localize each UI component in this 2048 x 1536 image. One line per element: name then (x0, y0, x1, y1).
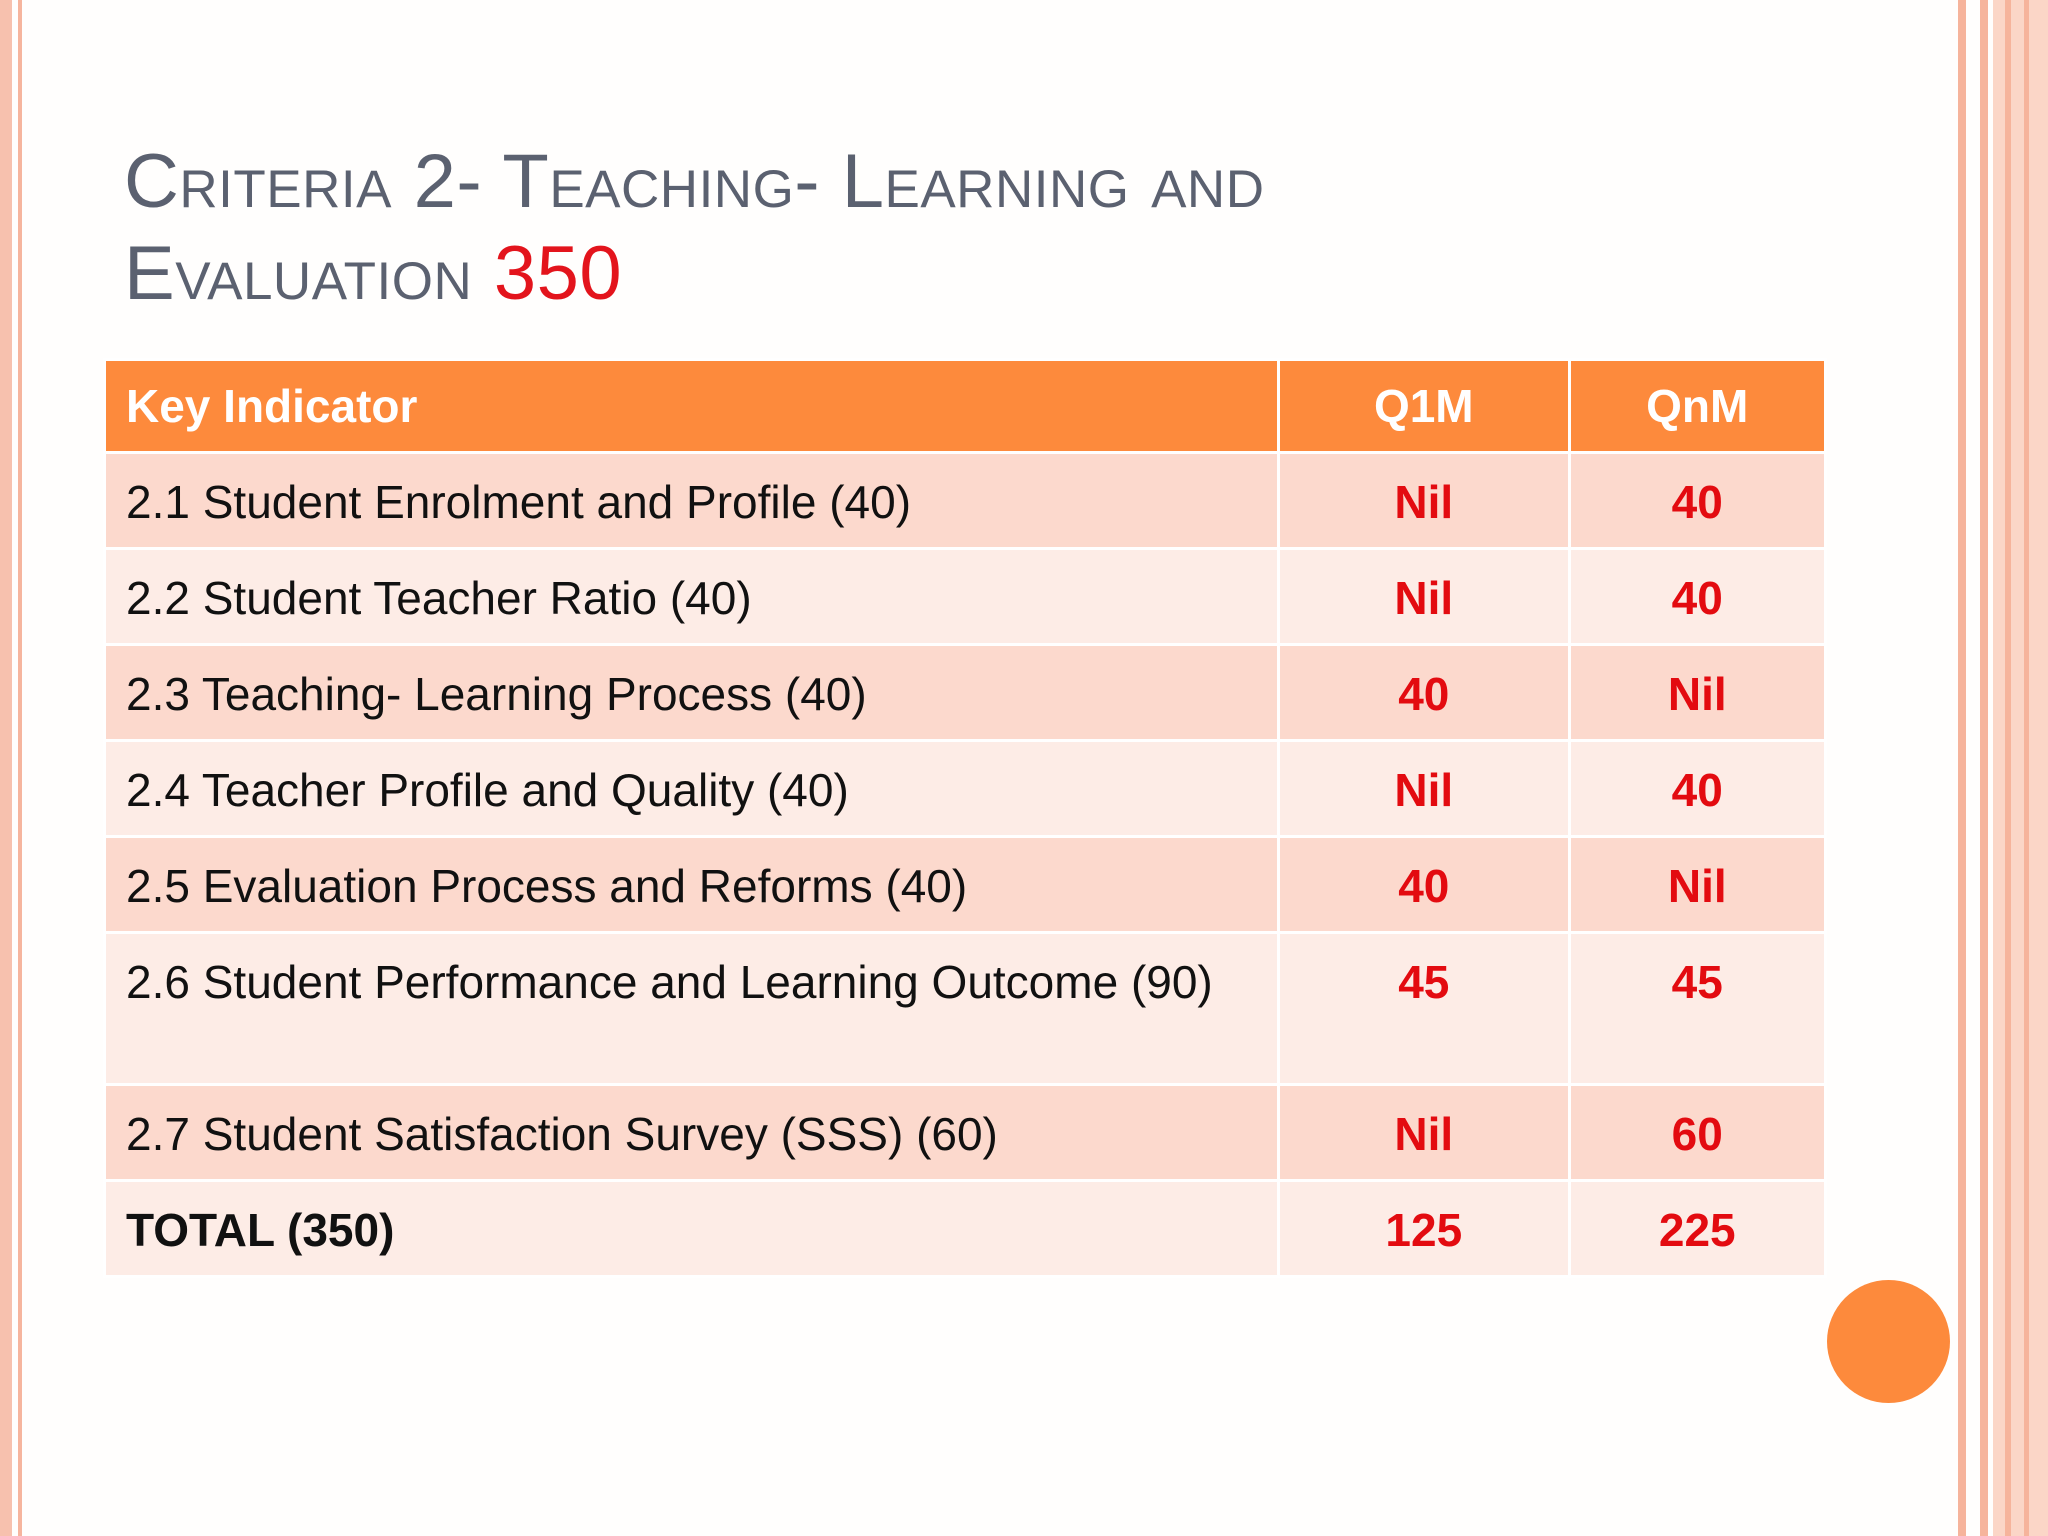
table-row: 2.6 Student Performance and Learning Out… (102, 931, 1828, 1086)
total-q1m: 125 (1277, 1179, 1571, 1278)
row-label: 2.1 Student Enrolment and Profile (40) (102, 451, 1281, 550)
row-qnm: Nil (1567, 643, 1828, 742)
total-label: TOTAL (350) (102, 1179, 1281, 1278)
header-key-indicator: Key Indicator (102, 358, 1281, 454)
row-q1m: Nil (1277, 451, 1571, 550)
table-row-total: TOTAL (350) 125 225 (102, 1179, 1828, 1278)
row-q1m: 45 (1277, 931, 1571, 1086)
row-q1m: Nil (1277, 739, 1571, 838)
row-label: 2.7 Student Satisfaction Survey (SSS) (6… (102, 1083, 1281, 1182)
row-label: 2.3 Teaching- Learning Process (40) (102, 643, 1281, 742)
table-row: 2.4 Teacher Profile and Quality (40) Nil… (102, 739, 1828, 838)
row-qnm: Nil (1567, 835, 1828, 934)
total-qnm: 225 (1567, 1179, 1828, 1278)
header-q1m: Q1M (1277, 358, 1571, 454)
frame-line-right-3 (2005, 0, 2011, 1536)
row-q1m: Nil (1277, 547, 1571, 646)
header-qnm: QnM (1567, 358, 1828, 454)
table-row: 2.5 Evaluation Process and Reforms (40) … (102, 835, 1828, 934)
row-label: 2.5 Evaluation Process and Reforms (40) (102, 835, 1281, 934)
criteria-table: Key Indicator Q1M QnM 2.1 Student Enrolm… (102, 358, 1828, 1278)
frame-line-right-2 (1980, 0, 1988, 1536)
table-row: 2.1 Student Enrolment and Profile (40) N… (102, 451, 1828, 550)
table-row: 2.2 Student Teacher Ratio (40) Nil 40 (102, 547, 1828, 646)
row-q1m: 40 (1277, 835, 1571, 934)
row-label: 2.4 Teacher Profile and Quality (40) (102, 739, 1281, 838)
row-label: 2.6 Student Performance and Learning Out… (102, 931, 1281, 1086)
decorative-orange-circle (1827, 1280, 1950, 1403)
table-row: 2.7 Student Satisfaction Survey (SSS) (6… (102, 1083, 1828, 1182)
row-qnm: 40 (1567, 739, 1828, 838)
table-row: 2.3 Teaching- Learning Process (40) 40 N… (102, 643, 1828, 742)
row-label: 2.2 Student Teacher Ratio (40) (102, 547, 1281, 646)
frame-line-left-inner (18, 0, 22, 1536)
row-q1m: Nil (1277, 1083, 1571, 1182)
slide-title: Criteria 2- Teaching- Learning and Evalu… (124, 136, 1624, 320)
frame-line-right-1 (1958, 0, 1966, 1536)
row-qnm: 60 (1567, 1083, 1828, 1182)
slide-title-points: 350 (493, 231, 623, 316)
frame-line-left (0, 0, 12, 1536)
slide-title-line2: Evaluation (124, 231, 473, 316)
frame-line-right-4 (2024, 0, 2029, 1536)
frame-band-right (1993, 0, 2048, 1536)
slide-title-line1: Criteria 2- Teaching- Learning and (124, 139, 1265, 224)
row-qnm: 40 (1567, 451, 1828, 550)
table-header-row: Key Indicator Q1M QnM (102, 358, 1828, 454)
row-q1m: 40 (1277, 643, 1571, 742)
row-qnm: 40 (1567, 547, 1828, 646)
row-qnm: 45 (1567, 931, 1828, 1086)
